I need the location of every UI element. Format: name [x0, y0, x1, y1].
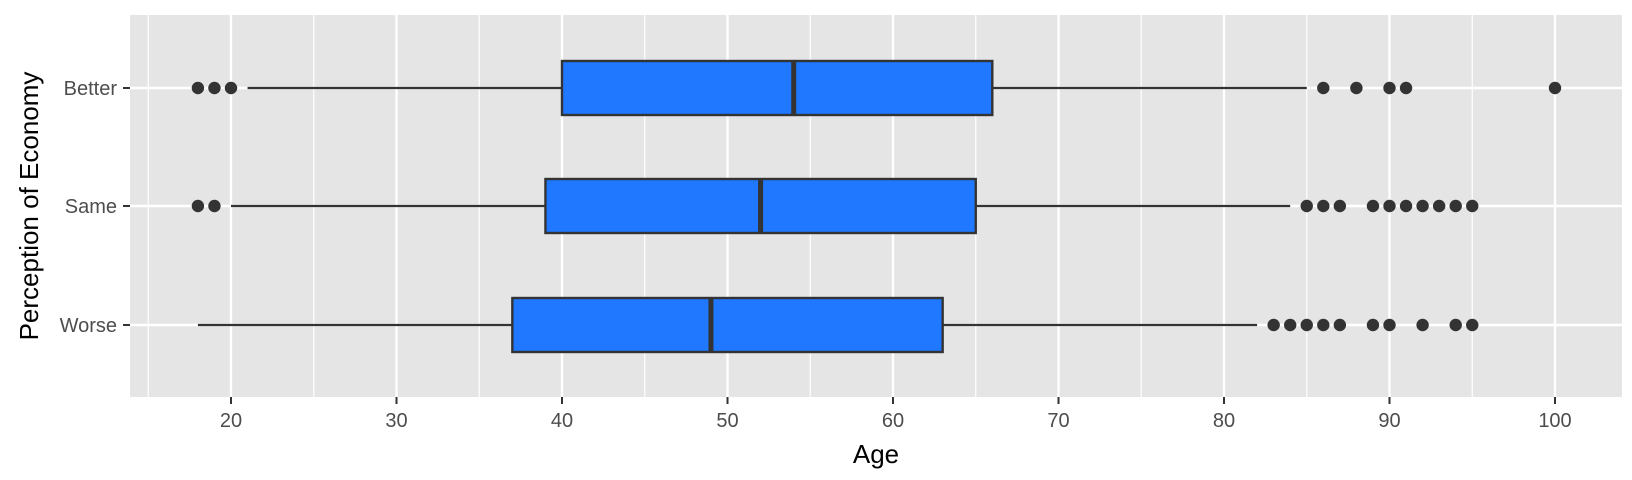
outlier-point [1333, 318, 1347, 332]
outlier-point [1416, 199, 1429, 213]
x-tick-label: 60 [882, 410, 904, 432]
outlier-point [1449, 199, 1462, 213]
outlier-point [1317, 81, 1330, 95]
box-better [191, 59, 1562, 117]
iqr-box [560, 59, 994, 117]
outlier-point [208, 199, 221, 213]
outlier-point [1350, 81, 1363, 95]
outlier-point [1317, 318, 1330, 332]
outlier-point [1416, 318, 1429, 332]
outlier-point [1449, 318, 1462, 332]
outlier-point [1333, 199, 1347, 213]
box-same [191, 177, 1479, 235]
outlier-point [1383, 81, 1396, 95]
outlier-point [1300, 318, 1313, 332]
y-tick-label: Better [64, 78, 118, 100]
y-tick-label: Same [65, 196, 117, 218]
outlier-point [1366, 318, 1380, 332]
outlier-point [1383, 318, 1396, 332]
x-tick-label: 80 [1213, 410, 1235, 432]
box-series [191, 59, 1562, 354]
outlier-point [1284, 318, 1297, 332]
outlier-point [1317, 199, 1330, 213]
y-axis-title: Perception of Economy [14, 72, 44, 341]
x-axis: 20 30 40 50 60 70 80 90 100 [220, 397, 1572, 432]
outlier-point [1399, 81, 1413, 95]
outlier-point [1466, 318, 1479, 332]
y-axis: Better Same Worse [60, 78, 130, 337]
iqr-box [511, 296, 944, 354]
outlier-point [191, 199, 205, 213]
x-tick-label: 20 [220, 410, 242, 432]
box-worse [197, 296, 1479, 354]
outlier-point [208, 81, 221, 95]
x-tick-label: 40 [551, 410, 573, 432]
x-tick-label: 100 [1538, 410, 1571, 432]
x-tick-label: 30 [385, 410, 407, 432]
x-tick-label: 90 [1378, 410, 1400, 432]
y-tick-label: Worse [60, 315, 117, 337]
outlier-point [1548, 81, 1562, 95]
x-tick-label: 50 [716, 410, 738, 432]
outlier-point [224, 81, 238, 95]
outlier-point [1399, 199, 1413, 213]
outlier-point [1466, 199, 1479, 213]
x-tick-label: 70 [1047, 410, 1069, 432]
outlier-point [191, 81, 205, 95]
outlier-point [1366, 199, 1380, 213]
x-axis-title: Age [853, 439, 899, 469]
outlier-point [1432, 199, 1446, 213]
outlier-point [1267, 318, 1280, 332]
outlier-point [1300, 199, 1313, 213]
outlier-point [1383, 199, 1396, 213]
